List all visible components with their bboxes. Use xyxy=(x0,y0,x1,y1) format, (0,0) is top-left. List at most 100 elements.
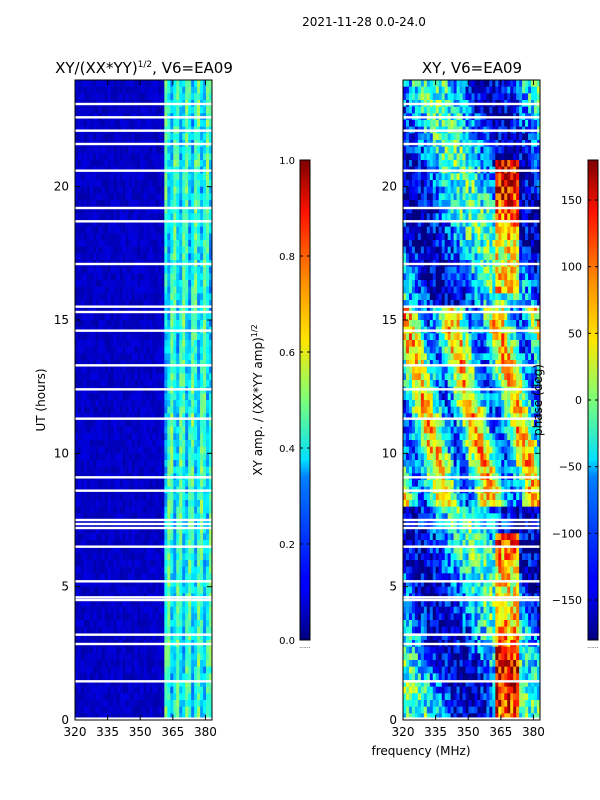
heat-cell xyxy=(438,93,443,101)
heat-cell xyxy=(179,233,183,241)
heat-cell xyxy=(167,600,171,607)
heat-cell xyxy=(86,680,91,687)
heat-cell xyxy=(134,673,138,681)
heat-cell xyxy=(206,653,210,661)
heat-cell xyxy=(179,180,183,187)
heat-cell xyxy=(95,546,100,554)
heat-cell xyxy=(188,133,192,141)
heat-cell xyxy=(113,560,117,567)
heat-cell xyxy=(77,553,82,561)
heat-cell xyxy=(167,360,171,367)
heat-cell xyxy=(209,206,213,214)
heat-cell xyxy=(143,600,147,607)
heat-cell xyxy=(471,146,475,154)
heat-cell xyxy=(182,240,186,247)
heat-cell xyxy=(143,700,147,707)
heat-cell xyxy=(203,353,207,361)
heat-cell xyxy=(194,586,198,594)
heat-cell xyxy=(107,446,112,454)
heat-cell xyxy=(188,566,192,574)
heat-cell xyxy=(209,313,213,321)
heat-cell xyxy=(194,526,198,534)
heat-cell xyxy=(182,586,186,594)
heat-cell xyxy=(113,93,117,101)
heat-cell xyxy=(143,686,147,694)
heat-cell xyxy=(86,146,91,154)
heat-cell xyxy=(164,220,168,227)
heat-cell xyxy=(83,153,88,161)
heat-cell xyxy=(185,206,189,214)
heat-cell xyxy=(89,480,94,487)
heat-cell xyxy=(209,233,213,241)
heat-cell xyxy=(203,200,207,207)
heat-cell xyxy=(143,466,147,474)
heat-cell xyxy=(408,146,413,154)
heat-cell xyxy=(75,320,79,327)
heat-cell xyxy=(131,206,135,214)
heat-cell xyxy=(206,680,210,687)
heat-cell xyxy=(185,80,189,87)
heat-cell xyxy=(203,380,207,387)
heat-cell xyxy=(170,446,174,454)
heat-cell xyxy=(128,160,132,167)
heat-cell xyxy=(116,586,120,594)
heat-cell xyxy=(107,440,112,447)
heat-cell xyxy=(528,133,532,141)
heat-cell xyxy=(119,646,123,654)
heat-cell xyxy=(116,286,120,294)
heat-cell xyxy=(143,146,147,154)
heat-cell xyxy=(101,320,106,327)
heat-cell xyxy=(167,666,171,674)
heat-cell xyxy=(188,560,192,567)
heat-cell xyxy=(131,80,135,87)
heat-cell xyxy=(125,320,129,327)
heat-cell xyxy=(164,286,168,294)
heat-cell xyxy=(182,406,186,414)
heat-cell xyxy=(92,133,97,141)
heat-cell xyxy=(116,160,120,167)
heat-cell xyxy=(155,653,159,661)
heat-cell xyxy=(182,86,186,94)
heat-cell xyxy=(86,433,91,441)
heat-cell xyxy=(134,280,138,287)
heat-cell xyxy=(182,506,186,514)
heat-cell xyxy=(116,346,120,354)
heat-cell xyxy=(116,433,120,441)
heat-cell xyxy=(167,400,171,407)
heat-cell xyxy=(179,460,183,467)
heat-cell xyxy=(176,106,180,114)
heat-cell xyxy=(92,420,97,427)
heat-cell xyxy=(465,133,469,141)
heat-cell xyxy=(417,86,422,94)
heat-cell xyxy=(128,93,132,101)
heat-cell xyxy=(173,280,177,287)
heat-cell xyxy=(167,406,171,414)
heat-cell xyxy=(209,300,213,307)
heat-cell xyxy=(89,300,94,307)
heat-cell xyxy=(179,293,183,301)
heat-cell xyxy=(92,206,97,214)
heat-cell xyxy=(122,433,126,441)
heat-cell xyxy=(474,106,478,114)
heat-cell xyxy=(131,580,135,587)
heat-cell xyxy=(131,560,135,567)
heat-cell xyxy=(194,533,198,541)
heat-cell xyxy=(474,120,478,127)
heat-cell xyxy=(417,80,422,87)
heat-cell xyxy=(128,553,132,561)
heat-cell xyxy=(77,573,82,581)
heat-cell xyxy=(179,360,183,367)
heat-cell xyxy=(107,253,112,261)
heat-cell xyxy=(146,313,150,321)
heat-cell xyxy=(128,173,132,181)
heat-cell xyxy=(155,193,159,201)
heat-cell xyxy=(158,606,162,614)
heat-cell xyxy=(426,86,431,94)
heat-cell xyxy=(152,173,156,181)
heat-cell xyxy=(456,146,460,154)
heat-cell xyxy=(131,686,135,694)
heat-cell xyxy=(149,513,153,521)
heat-cell xyxy=(107,673,112,681)
heat-cell xyxy=(185,540,189,547)
heat-cell xyxy=(137,160,141,167)
